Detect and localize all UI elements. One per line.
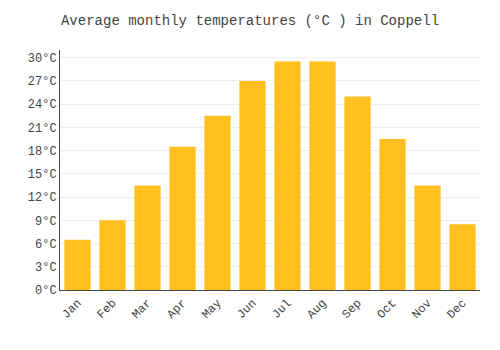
svg-text:Sep: Sep	[339, 297, 364, 322]
svg-text:15°C: 15°C	[28, 168, 57, 182]
svg-text:Mar: Mar	[129, 297, 154, 322]
svg-text:Jun: Jun	[234, 297, 259, 322]
svg-text:Feb: Feb	[94, 297, 119, 322]
svg-text:Jul: Jul	[269, 297, 294, 322]
svg-text:Dec: Dec	[444, 297, 469, 322]
svg-text:Oct: Oct	[374, 297, 399, 322]
svg-text:9°C: 9°C	[35, 215, 57, 229]
svg-text:Nov: Nov	[409, 297, 434, 322]
svg-text:Average monthly temperatures (: Average monthly temperatures (°C ) in Co…	[61, 13, 439, 29]
svg-text:6°C: 6°C	[35, 238, 57, 252]
svg-text:30°C: 30°C	[28, 52, 57, 66]
svg-text:18°C: 18°C	[28, 145, 57, 159]
svg-text:0°C: 0°C	[35, 284, 57, 298]
svg-text:3°C: 3°C	[35, 261, 57, 275]
svg-text:21°C: 21°C	[28, 122, 57, 136]
svg-text:Apr: Apr	[164, 297, 189, 322]
svg-text:May: May	[199, 297, 224, 322]
svg-text:27°C: 27°C	[28, 75, 57, 89]
svg-text:Jan: Jan	[59, 297, 84, 322]
svg-text:12°C: 12°C	[28, 191, 57, 205]
svg-text:24°C: 24°C	[28, 98, 57, 112]
svg-text:Aug: Aug	[304, 297, 329, 322]
